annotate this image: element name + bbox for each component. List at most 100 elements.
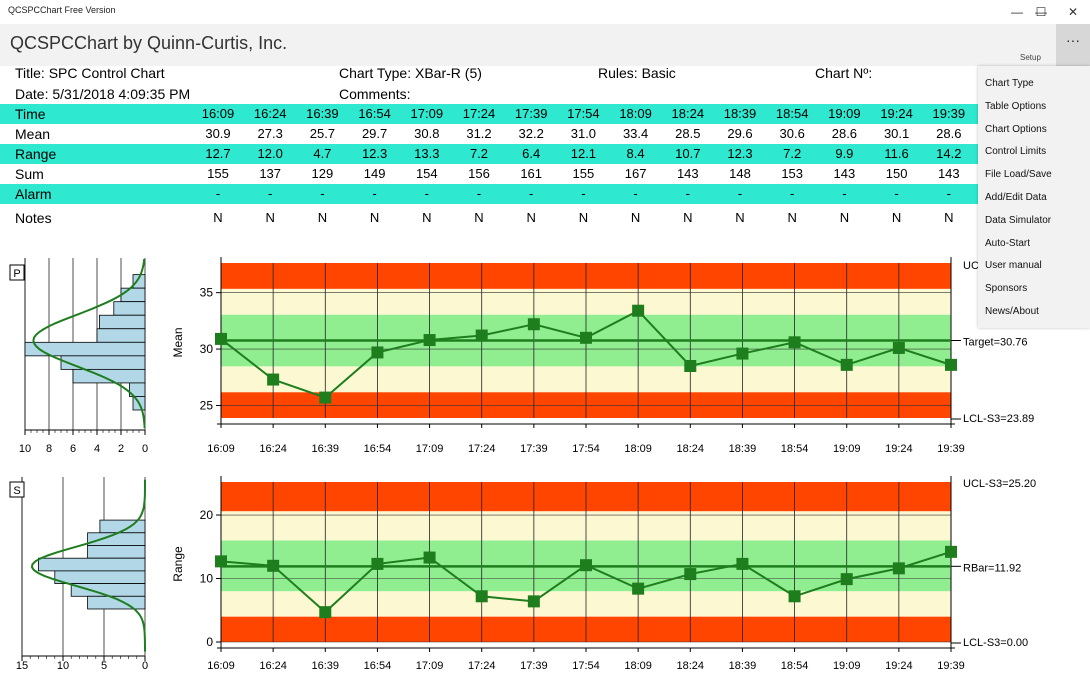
table-cell: N	[735, 210, 745, 225]
more-options-button[interactable]: ···	[1056, 24, 1090, 66]
table-cell: 129	[311, 166, 334, 181]
chart-type-info: Chart Type: XBar-R (5)	[339, 65, 482, 81]
hist-bar	[128, 382, 146, 397]
chart-number-info: Chart Nº:	[815, 65, 873, 81]
menu-item-file-load-save[interactable]: File Load/Save	[985, 169, 1052, 181]
table-cell: 143	[937, 166, 960, 181]
table-cell: -	[215, 186, 221, 201]
table-cell: 14.2	[936, 146, 962, 161]
table-cell: -	[424, 186, 429, 201]
hist-tick-label: 10	[19, 443, 31, 455]
hist-tick-label: 0	[142, 660, 148, 672]
hist-tick-label: 8	[46, 443, 52, 455]
data-point	[267, 373, 280, 386]
menu-item-sponsors[interactable]: Sponsors	[985, 283, 1028, 295]
table-cell: N	[369, 210, 380, 225]
x-tick-label: 18:39	[729, 660, 757, 672]
table-cell: -	[633, 186, 638, 201]
table-cell: N	[213, 210, 223, 225]
table-cell: -	[581, 186, 586, 201]
row-label: Alarm	[15, 186, 52, 202]
menu-item-control-limits[interactable]: Control Limits	[985, 146, 1047, 158]
row-label: Time	[15, 106, 46, 122]
y-tick-label: 30	[200, 342, 214, 356]
table-cell: 29.7	[361, 126, 388, 141]
comments-info: Comments:	[339, 86, 411, 102]
data-point	[580, 559, 592, 572]
x-tick-label: 16:24	[259, 660, 287, 672]
table-cell: 16:39	[306, 106, 339, 121]
hist-bar	[96, 328, 146, 343]
table-cell: -	[790, 186, 795, 201]
table-cell: -	[946, 186, 951, 201]
table-cell: 17:39	[514, 106, 548, 121]
table-row-time: Time 16:09 16:24 16:39 16:54 17:09 17:24 17:39 1…	[0, 104, 980, 124]
y-tick-label: 10	[200, 572, 214, 586]
hist-tick-label: 4	[94, 443, 100, 455]
data-point	[215, 332, 227, 345]
table-cell: N	[630, 210, 641, 225]
menu-item-news-about[interactable]: News/About	[985, 306, 1039, 317]
data-point	[892, 341, 905, 354]
menu-item-chart-options[interactable]: Chart Options	[985, 123, 1047, 135]
hist-bar	[113, 301, 146, 316]
hist-bar	[54, 570, 146, 584]
table-cell: 16:54	[358, 106, 391, 121]
minimize-icon[interactable]: —	[1035, 5, 1047, 19]
table-cell: 4.7	[313, 146, 332, 161]
close-button[interactable]: ✕	[1067, 5, 1079, 19]
table-cell: N	[474, 210, 484, 225]
table-cell: 30.8	[414, 126, 440, 141]
setup-label[interactable]: Setup	[1020, 53, 1041, 62]
window-titlebar: QCSPCChart Free Version —	[0, 0, 1090, 24]
table-cell: 150	[885, 166, 908, 181]
hist-bar	[87, 532, 146, 546]
center-label: RBar=11.92	[963, 562, 1021, 574]
menu-item-auto-start[interactable]: Auto-Start	[985, 237, 1031, 249]
x-tick-label: 17:09	[416, 660, 444, 672]
x-tick-label: 18:39	[729, 443, 757, 455]
chart-badge-box	[9, 481, 25, 498]
x-tick-label: 17:39	[520, 443, 548, 455]
x-tick-label: 17:54	[572, 443, 600, 455]
menu-item-chart-type[interactable]: Chart Type	[985, 78, 1034, 89]
menu-item-data-simulator[interactable]: Data Simulator	[985, 214, 1052, 226]
x-tick-label: 16:09	[207, 660, 235, 672]
table-cell: -	[476, 186, 482, 201]
x-tick-label: 18:09	[624, 443, 652, 455]
x-tick-label: 17:24	[468, 660, 496, 672]
hist-tick-label: 10	[57, 660, 69, 672]
x-tick-label: 17:24	[468, 443, 496, 455]
zone-band	[221, 263, 951, 289]
table-cell: 17:54	[567, 106, 600, 121]
menu-item-table-options[interactable]: Table Options	[985, 100, 1047, 112]
table-cell: 17:09	[410, 106, 444, 121]
table-cell: 30.9	[205, 126, 231, 141]
app-title: QCSPCChart by Quinn-Curtis, Inc.	[10, 33, 288, 53]
table-cell: N	[787, 210, 797, 225]
x-tick-label: 18:54	[781, 443, 809, 455]
row-label: Range	[15, 146, 57, 162]
table-cell: 149	[363, 166, 386, 181]
minimize-button[interactable]: —	[1011, 5, 1023, 19]
center-label: Target=30.76	[963, 337, 1028, 349]
table-cell: 148	[729, 166, 751, 181]
x-tick-label: 16:09	[207, 443, 235, 455]
table-cell: N	[422, 210, 432, 225]
table-cell: 6.4	[522, 146, 541, 161]
zone-band	[221, 366, 951, 393]
rules-info: Rules: Basic	[598, 65, 676, 81]
data-point	[632, 582, 645, 595]
x-tick-label: 17:09	[416, 443, 444, 455]
x-tick-label: 19:39	[937, 660, 965, 672]
table-cell: 7.2	[469, 146, 489, 161]
hist-tick-label: 15	[16, 660, 28, 672]
menu-item-user-manual[interactable]: User manual	[985, 260, 1042, 272]
table-cell: 18:24	[671, 106, 705, 121]
menu-item-add-edit-data[interactable]: Add/Edit Data	[985, 192, 1047, 203]
table-cell: 19:24	[880, 106, 913, 121]
maximize-button[interactable]: ☐	[1035, 5, 1047, 19]
table-cell: 33.4	[622, 126, 649, 141]
hist-bar	[24, 341, 146, 357]
chart-badge-label: S	[13, 485, 20, 497]
